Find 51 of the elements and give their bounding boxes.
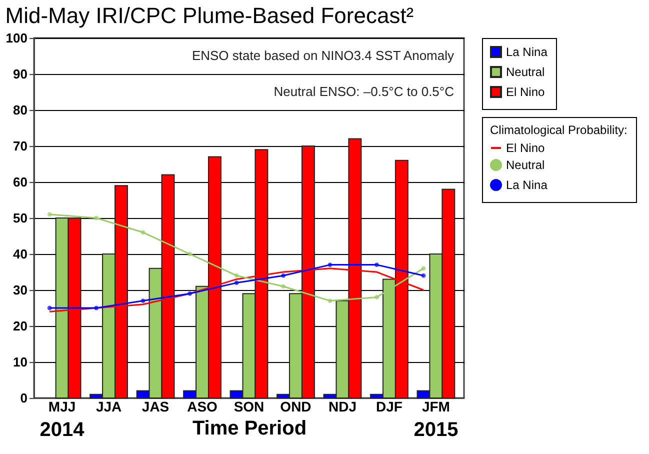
x-tick-label: SON (234, 398, 264, 414)
point (281, 284, 286, 289)
x-tick-label: JFM (422, 398, 450, 414)
y-tick-label: 40 (13, 246, 28, 262)
point (94, 216, 99, 220)
annotation: Neutral ENSO: –0.5°C to 0.5°C (274, 84, 454, 99)
legend-label: Neutral (506, 65, 545, 79)
point (421, 266, 426, 271)
y-tick-label: 100 (6, 30, 28, 46)
point (374, 262, 379, 268)
x-axis-title: Time Period (192, 418, 307, 440)
y-tick-label: 0 (20, 390, 28, 406)
y-tick-label: 90 (13, 66, 28, 82)
point (140, 230, 146, 235)
point (421, 273, 426, 278)
point (234, 273, 239, 278)
point (328, 262, 332, 268)
point (234, 280, 239, 286)
point (47, 306, 52, 310)
y-tick-label: 70 (13, 138, 28, 154)
y-tick-label: 80 (13, 102, 28, 118)
point (94, 306, 99, 310)
annotation: ENSO state based on NINO3.4 SST Anomaly (192, 48, 454, 63)
x-tick-label: MJJ (48, 398, 76, 414)
y-tick-label: 60 (13, 174, 28, 190)
y-tick-label: 30 (13, 282, 28, 298)
x-tick-label: ASO (187, 398, 218, 414)
x-tick-label: JAS (142, 398, 170, 414)
x-tick-label: JJA (96, 398, 122, 414)
text: 2015 (414, 419, 458, 441)
point (374, 294, 379, 300)
y-tick-label: 20 (13, 318, 28, 334)
point (188, 252, 192, 256)
point (328, 298, 332, 304)
legend-label: La Nina (506, 45, 548, 59)
point (140, 298, 146, 304)
point (281, 273, 286, 278)
x-tick-label: DJF (376, 398, 403, 414)
legend-label: Neutral (506, 158, 545, 172)
y-tick-label: 50 (13, 210, 28, 226)
legend-title: Climatological Probability: (490, 123, 628, 137)
x-tick-label: OND (280, 398, 312, 414)
point (47, 212, 52, 217)
point (188, 291, 192, 296)
legend-label: El Nino (506, 85, 546, 99)
text: 2014 (40, 419, 86, 441)
legend-label: La Nina (506, 178, 548, 192)
x-tick-label: NDJ (328, 398, 356, 414)
legend-label: El Nino (506, 141, 546, 155)
chart-title: Mid-May IRI/CPC Plume-Based Forecast² (5, 3, 414, 28)
y-tick-label: 10 (13, 354, 28, 370)
